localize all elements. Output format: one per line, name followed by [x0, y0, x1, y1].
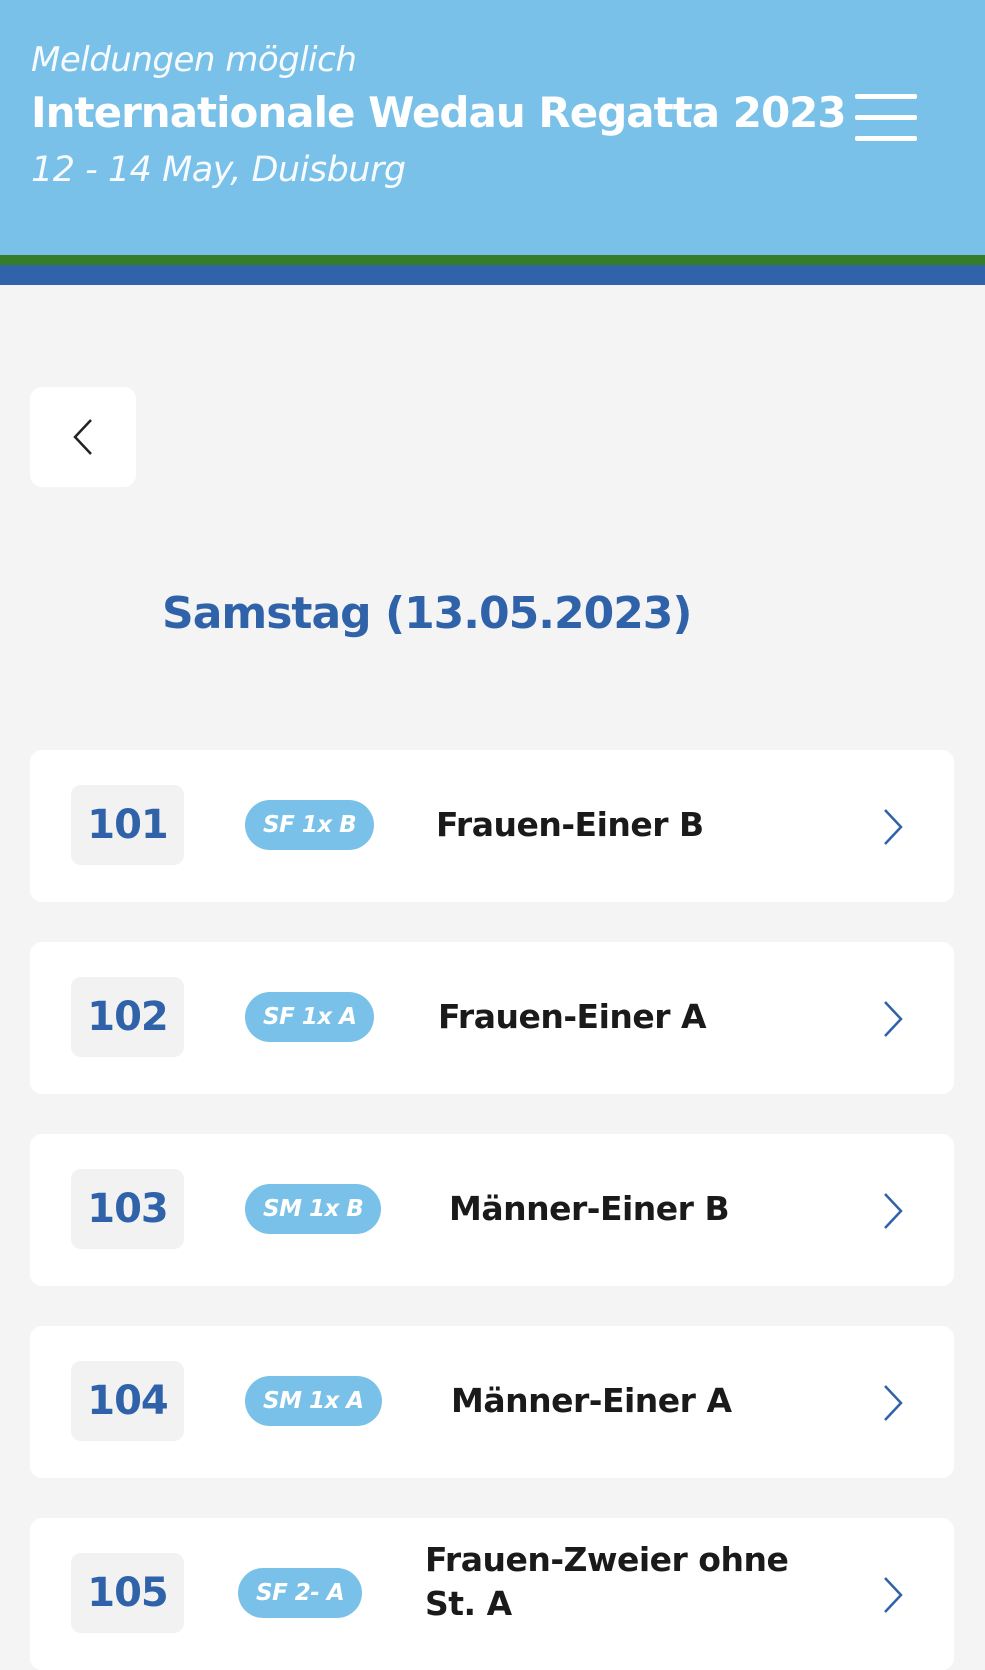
chevron-right-icon: [884, 1385, 903, 1421]
green-stripe: [0, 255, 985, 265]
race-name: Männer-Einer A: [451, 1381, 732, 1420]
race-name: Männer-Einer B: [449, 1189, 730, 1228]
race-number: 101: [71, 785, 184, 865]
boat-class-badge: SM 1x A: [245, 1376, 382, 1426]
race-card[interactable]: 102 SF 1x A Frauen-Einer A: [30, 942, 954, 1094]
race-name: Frauen-Zweier ohne St. A: [425, 1540, 789, 1623]
race-card[interactable]: 105 SF 2- A Frauen-Zweier ohne St. A: [30, 1518, 954, 1670]
chevron-left-icon: [73, 419, 92, 455]
blue-stripe: [0, 265, 985, 285]
hamburger-menu-icon[interactable]: [855, 94, 917, 142]
day-heading: Samstag (13.05.2023): [162, 588, 693, 639]
chevron-right-icon: [884, 809, 903, 845]
chevron-right-icon: [884, 1193, 903, 1229]
race-name: Frauen-Einer A: [438, 997, 707, 1036]
boat-class-badge: SF 2- A: [238, 1568, 363, 1618]
race-number: 103: [71, 1169, 184, 1249]
race-number: 105: [71, 1553, 184, 1633]
race-card[interactable]: 103 SM 1x B Männer-Einer B: [30, 1134, 954, 1286]
race-card[interactable]: 104 SM 1x A Männer-Einer A: [30, 1326, 954, 1478]
back-button[interactable]: [30, 387, 136, 487]
race-number: 102: [71, 977, 184, 1057]
race-name: Frauen-Einer B: [436, 805, 704, 844]
boat-class-badge: SF 1x A: [245, 992, 375, 1042]
boat-class-badge: SM 1x B: [245, 1184, 382, 1234]
app-header: Meldungen möglich Internationale Wedau R…: [0, 0, 985, 255]
chevron-right-icon: [884, 1001, 903, 1037]
race-number: 104: [71, 1361, 184, 1441]
race-card[interactable]: 101 SF 1x B Frauen-Einer B: [30, 750, 954, 902]
event-date-location: 12 - 14 May, Duisburg: [31, 150, 406, 190]
page-title: Internationale Wedau Regatta 2023: [31, 88, 847, 137]
entry-status: Meldungen möglich: [31, 40, 357, 80]
chevron-right-icon: [884, 1577, 903, 1613]
boat-class-badge: SF 1x B: [245, 800, 375, 850]
